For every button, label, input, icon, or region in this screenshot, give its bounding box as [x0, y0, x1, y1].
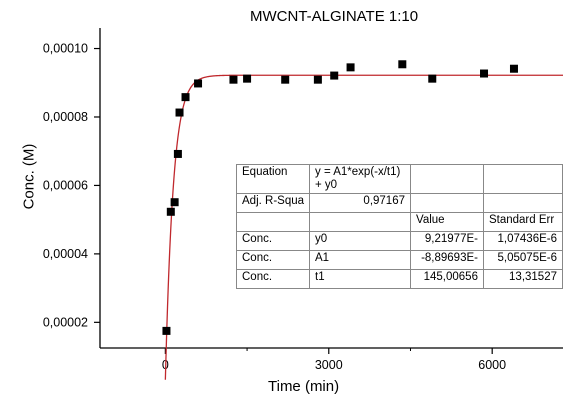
fit-table-cell: -8,89693E- [410, 250, 484, 270]
fit-table-cell: Conc. [235, 250, 311, 270]
fit-table-cell: 0,97167 [309, 193, 411, 213]
chart-title: MWCNT-ALGINATE 1:10 [250, 8, 419, 25]
data-point [398, 60, 407, 69]
fit-table-cell: Value [410, 212, 484, 232]
fit-table-cell: 9,21977E- [410, 231, 484, 251]
data-point [175, 108, 184, 117]
fit-table-cell: A1 [309, 250, 411, 270]
data-point [281, 75, 290, 84]
y-tick-label: 0,00004 [43, 247, 88, 261]
fit-table-row: Value Standard Err [235, 212, 563, 232]
fit-table-cell: Conc. [235, 231, 311, 251]
y-axis-label: Conc. (M) [20, 143, 38, 210]
y-tick-label: 0,00002 [43, 315, 88, 329]
fit-table-cell: y = A1*exp(-x/t1) + y0 [309, 164, 411, 194]
fit-table-cell: 13,31527 [482, 269, 563, 289]
data-point [173, 149, 182, 158]
data-point [162, 326, 171, 335]
fit-table-cell [410, 164, 484, 194]
data-point [170, 198, 179, 207]
data-point [181, 93, 190, 102]
fit-table-cell: y0 [309, 231, 411, 251]
fit-table-row: Equation y = A1*exp(-x/t1) + y0 [235, 164, 563, 194]
fit-table-cell: t1 [309, 269, 411, 289]
fit-table-cell [410, 193, 484, 213]
fit-table-cell: 1,07436E-6 [482, 231, 563, 251]
x-tick-label: 6000 [478, 358, 506, 372]
x-tick-label: 3000 [315, 358, 343, 372]
y-tick-label: 0,00010 [43, 42, 88, 56]
fit-table-cell: Adj. R-Squa [235, 193, 311, 213]
data-point [509, 64, 518, 73]
fit-table-cell: 5,05075E-6 [482, 250, 563, 270]
data-point [243, 74, 252, 83]
data-point [346, 63, 355, 72]
y-tick-label: 0,00008 [43, 110, 88, 124]
fit-table-row: Conc. y0 9,21977E- 1,07436E-6 [235, 231, 563, 251]
fit-table-row: Adj. R-Squa 0,97167 [235, 193, 563, 213]
data-point [330, 71, 339, 80]
data-point [166, 207, 175, 216]
fit-table-cell [482, 193, 563, 213]
fit-table-row: Conc. t1 145,00656 13,31527 [235, 269, 563, 289]
fit-curve [164, 74, 563, 380]
fit-table-cell: Conc. [235, 269, 311, 289]
fit-table-row: Conc. A1 -8,89693E- 5,05075E-6 [235, 250, 563, 270]
x-axis-label: Time (min) [268, 378, 340, 395]
data-point [229, 75, 238, 84]
data-point [480, 69, 489, 78]
data-point [313, 75, 322, 84]
data-point [428, 74, 437, 83]
fit-table-cell: Standard Err [482, 212, 563, 232]
fit-table-cell: Equation [235, 164, 311, 194]
y-tick-label: 0,00006 [43, 178, 88, 192]
fit-table-cell [235, 212, 311, 232]
data-point [194, 79, 203, 88]
fit-table-cell: 145,00656 [410, 269, 484, 289]
fit-table-cell [309, 212, 411, 232]
fit-table-cell [482, 164, 563, 194]
fit-results-table: Equation y = A1*exp(-x/t1) + y0 Adj. R-S… [235, 164, 563, 289]
